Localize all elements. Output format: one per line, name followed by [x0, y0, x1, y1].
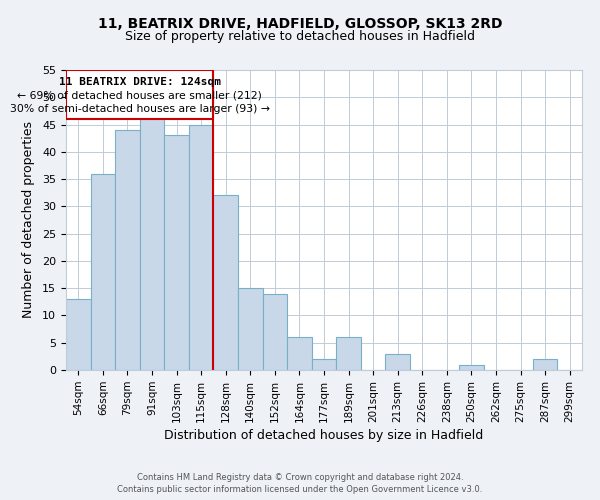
- Bar: [336, 338, 361, 370]
- Text: ← 69% of detached houses are smaller (212): ← 69% of detached houses are smaller (21…: [17, 90, 262, 101]
- Text: 11 BEATRIX DRIVE: 124sqm: 11 BEATRIX DRIVE: 124sqm: [59, 76, 221, 86]
- Bar: [66, 70, 214, 119]
- Text: Contains HM Land Registry data © Crown copyright and database right 2024.: Contains HM Land Registry data © Crown c…: [137, 472, 463, 482]
- Y-axis label: Number of detached properties: Number of detached properties: [22, 122, 35, 318]
- X-axis label: Distribution of detached houses by size in Hadfield: Distribution of detached houses by size …: [164, 429, 484, 442]
- Bar: [189, 124, 214, 370]
- Bar: [287, 338, 312, 370]
- Bar: [459, 364, 484, 370]
- Text: Size of property relative to detached houses in Hadfield: Size of property relative to detached ho…: [125, 30, 475, 43]
- Text: Contains public sector information licensed under the Open Government Licence v3: Contains public sector information licen…: [118, 485, 482, 494]
- Bar: [66, 299, 91, 370]
- Bar: [214, 196, 238, 370]
- Text: 30% of semi-detached houses are larger (93) →: 30% of semi-detached houses are larger (…: [10, 104, 270, 114]
- Bar: [533, 359, 557, 370]
- Bar: [164, 136, 189, 370]
- Bar: [263, 294, 287, 370]
- Bar: [385, 354, 410, 370]
- Bar: [312, 359, 336, 370]
- Text: 11, BEATRIX DRIVE, HADFIELD, GLOSSOP, SK13 2RD: 11, BEATRIX DRIVE, HADFIELD, GLOSSOP, SK…: [98, 18, 502, 32]
- Bar: [238, 288, 263, 370]
- Bar: [140, 119, 164, 370]
- Bar: [91, 174, 115, 370]
- Bar: [115, 130, 140, 370]
